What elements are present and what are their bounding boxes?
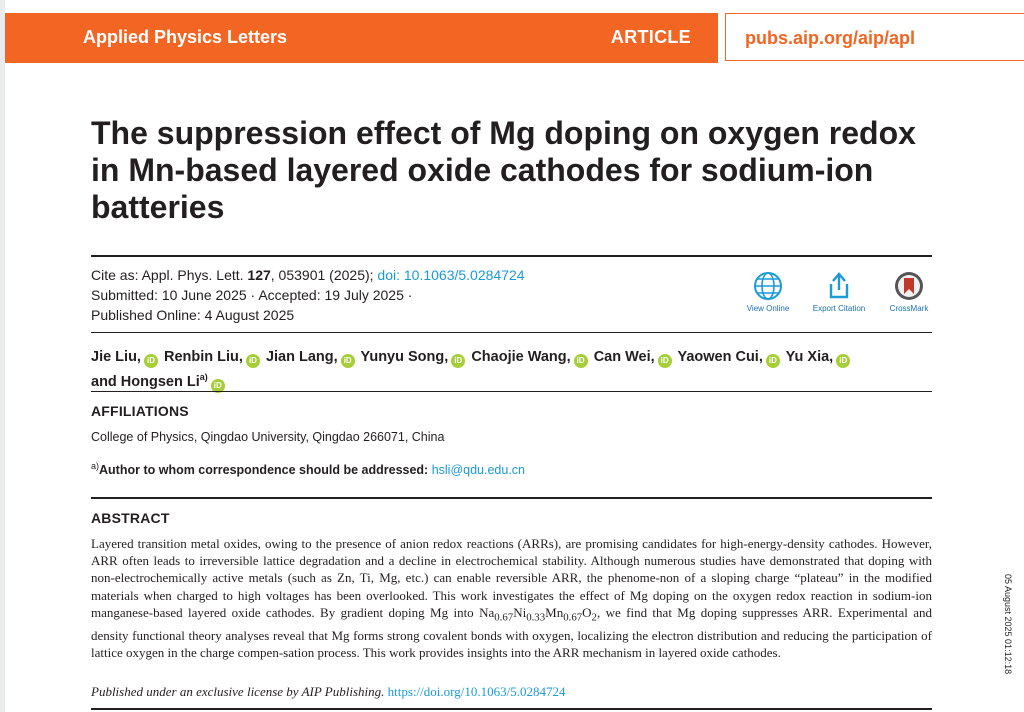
abstract-part-2: , we find that Mg doping suppresses ARR.… xyxy=(91,604,932,660)
corr-email-link[interactable]: hsli@qdu.edu.cn xyxy=(431,463,526,478)
author-name[interactable]: Yaowen Cui, xyxy=(677,349,763,365)
correspondence-line: a)Author to whom correspondence should b… xyxy=(91,461,525,477)
crossmark-icon xyxy=(895,272,923,300)
divider xyxy=(91,708,932,710)
cite-prefix: Cite as: Appl. Phys. Lett. xyxy=(91,267,248,283)
formula-element: Ni xyxy=(513,604,527,620)
abstract-part-1: Layered transition metal oxides, owing t… xyxy=(91,536,932,620)
orcid-icon[interactable]: iD xyxy=(765,354,780,368)
orcid-icon[interactable]: iD xyxy=(657,354,672,368)
doi-link[interactable]: doi: 10.1063/5.0284724 xyxy=(377,267,525,283)
journal-url-box: pubs.aip.org/aip/apl xyxy=(725,13,1024,61)
globe-icon xyxy=(754,272,782,300)
journal-banner: Applied Physics Letters ARTICLE xyxy=(5,13,718,63)
journal-name[interactable]: Applied Physics Letters xyxy=(83,27,288,47)
export-icon xyxy=(829,272,849,299)
formula: Na0.67Ni0.33Mn0.67O2 xyxy=(479,604,597,624)
journal-url-link[interactable]: pubs.aip.org/aip/apl xyxy=(745,28,916,48)
orcid-icon[interactable]: iD xyxy=(836,354,851,368)
formula-element: Na xyxy=(479,604,495,620)
view-online-label: View Online xyxy=(746,304,790,313)
author-name[interactable]: Can Wei, xyxy=(593,349,655,365)
divider xyxy=(91,332,932,333)
view-online-button[interactable]: View Online xyxy=(738,270,798,313)
crossmark-label: CrossMark xyxy=(889,304,929,313)
corr-label: Author to whom correspondence should be … xyxy=(99,463,432,478)
affiliations-heading: AFFILIATIONS xyxy=(91,403,189,419)
license-text: Published under an exclusive license by … xyxy=(91,684,385,699)
formula-subscript: 2 xyxy=(591,611,597,624)
license-line: Published under an exclusive license by … xyxy=(91,684,565,700)
article-title: The suppression effect of Mg doping on o… xyxy=(91,115,916,225)
orcid-icon[interactable]: iD xyxy=(245,354,260,368)
orcid-icon[interactable]: iD xyxy=(451,354,466,368)
formula-subscript: 0.67 xyxy=(494,611,514,624)
author-name[interactable]: Chaojie Wang, xyxy=(471,349,571,365)
formula-element: O xyxy=(582,604,592,620)
cite-volume: 127 xyxy=(247,267,271,283)
orcid-icon[interactable]: iD xyxy=(210,378,225,393)
orcid-icon[interactable]: iD xyxy=(573,354,588,368)
author-name[interactable]: and Hongsen Li xyxy=(91,373,200,390)
published-date: Published Online: 4 August 2025 xyxy=(91,307,295,323)
doi-url-link[interactable]: https://doi.org/10.1063/5.0284724 xyxy=(387,684,566,699)
formula-subscript: 0.33 xyxy=(526,611,546,624)
citation-line: Cite as: Appl. Phys. Lett. 127, 053901 (… xyxy=(91,265,525,285)
affiliation-text: College of Physics, Qingdao University, … xyxy=(91,430,445,444)
author-name[interactable]: Jian Lang, xyxy=(265,349,338,365)
article-type-label: ARTICLE xyxy=(610,27,691,47)
submission-dates: Submitted: 10 June 2025 · Accepted: 19 J… xyxy=(91,287,413,303)
cite-rest: , 053901 (2025); xyxy=(270,267,378,283)
author-name[interactable]: Jie Liu, xyxy=(91,349,141,365)
abstract-text: Layered transition metal oxides, owing t… xyxy=(91,535,932,661)
download-timestamp: 05 August 2025 01:12:18 xyxy=(1003,574,1013,675)
author-note-marker: a) xyxy=(199,372,208,382)
orcid-icon[interactable]: iD xyxy=(340,354,355,368)
divider xyxy=(91,497,932,499)
author-name[interactable]: Yu Xia, xyxy=(785,349,834,365)
divider xyxy=(91,391,932,392)
export-citation-button[interactable]: Export Citation xyxy=(809,270,869,313)
author-name[interactable]: Yunyu Song, xyxy=(360,349,449,365)
corr-marker: a) xyxy=(91,461,100,471)
abstract-heading: ABSTRACT xyxy=(91,510,170,526)
divider xyxy=(91,255,932,257)
orcid-icon[interactable]: iD xyxy=(143,354,158,368)
formula-subscript: 0.67 xyxy=(563,611,583,624)
author-list: Jie Liu, iD Renbin Liu, iD Jian Lang, iD Yu… xyxy=(91,348,911,393)
author-name[interactable]: Renbin Liu, xyxy=(164,349,243,365)
crossmark-button[interactable]: CrossMark xyxy=(879,270,939,313)
page-edge xyxy=(0,0,5,712)
export-citation-label: Export Citation xyxy=(812,304,866,313)
formula-element: Mn xyxy=(545,604,564,620)
